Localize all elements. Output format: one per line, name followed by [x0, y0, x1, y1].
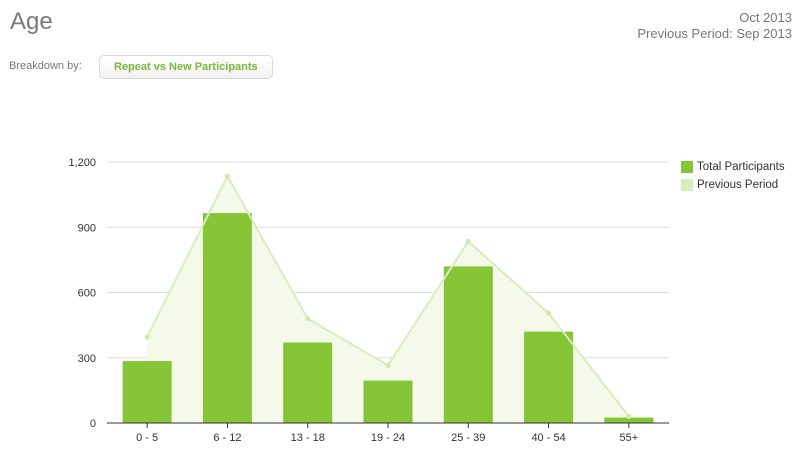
bar-total-participants [122, 361, 172, 423]
legend-item-total[interactable]: Total Participants [681, 161, 785, 179]
legend-label-previous: Previous Period [697, 179, 779, 191]
breakdown-label: Breakdown by: [9, 60, 82, 72]
previous-period-point [224, 173, 231, 179]
legend-swatch-total [681, 161, 693, 173]
period-info: Oct 2013 Previous Period: Sep 2013 [637, 10, 792, 42]
previous-period-point [385, 362, 391, 368]
x-tick-label: 40 - 54 [531, 432, 565, 444]
page-title: Age [10, 8, 53, 35]
bar-total-participants [363, 380, 413, 423]
previous-period-point [465, 238, 471, 244]
bar-total-participants [524, 331, 574, 423]
y-tick-label: 900 [78, 222, 96, 234]
y-tick-label: 0 [90, 418, 96, 430]
bar-total-participants [604, 417, 654, 423]
bar-total-participants [202, 213, 252, 423]
breakdown-button[interactable]: Repeat vs New Participants [99, 55, 273, 79]
x-tick-label: 0 - 5 [136, 432, 158, 444]
legend-swatch-previous [681, 179, 693, 191]
x-tick-label: 55+ [620, 432, 639, 444]
x-tick-label: 13 - 18 [291, 432, 325, 444]
legend-item-previous[interactable]: Previous Period [681, 179, 785, 197]
previous-period-point [305, 316, 311, 322]
previous-period-area [147, 176, 629, 423]
previous-period-point [545, 310, 552, 316]
y-tick-label: 1,200 [68, 157, 96, 169]
x-tick-label: 19 - 24 [371, 432, 405, 444]
x-tick-label: 6 - 12 [213, 432, 241, 444]
chart-legend: Total Participants Previous Period [681, 161, 785, 197]
previous-period: Previous Period: Sep 2013 [637, 26, 792, 41]
bar-total-participants [283, 342, 333, 423]
y-tick-label: 600 [78, 288, 96, 300]
previous-period-point [144, 334, 150, 340]
current-period: Oct 2013 [739, 10, 792, 25]
previous-period-point [626, 413, 632, 420]
bar-total-participants [443, 266, 493, 423]
x-tick-label: 25 - 39 [451, 432, 485, 444]
y-tick-label: 300 [78, 353, 96, 365]
legend-label-total: Total Participants [697, 161, 785, 173]
